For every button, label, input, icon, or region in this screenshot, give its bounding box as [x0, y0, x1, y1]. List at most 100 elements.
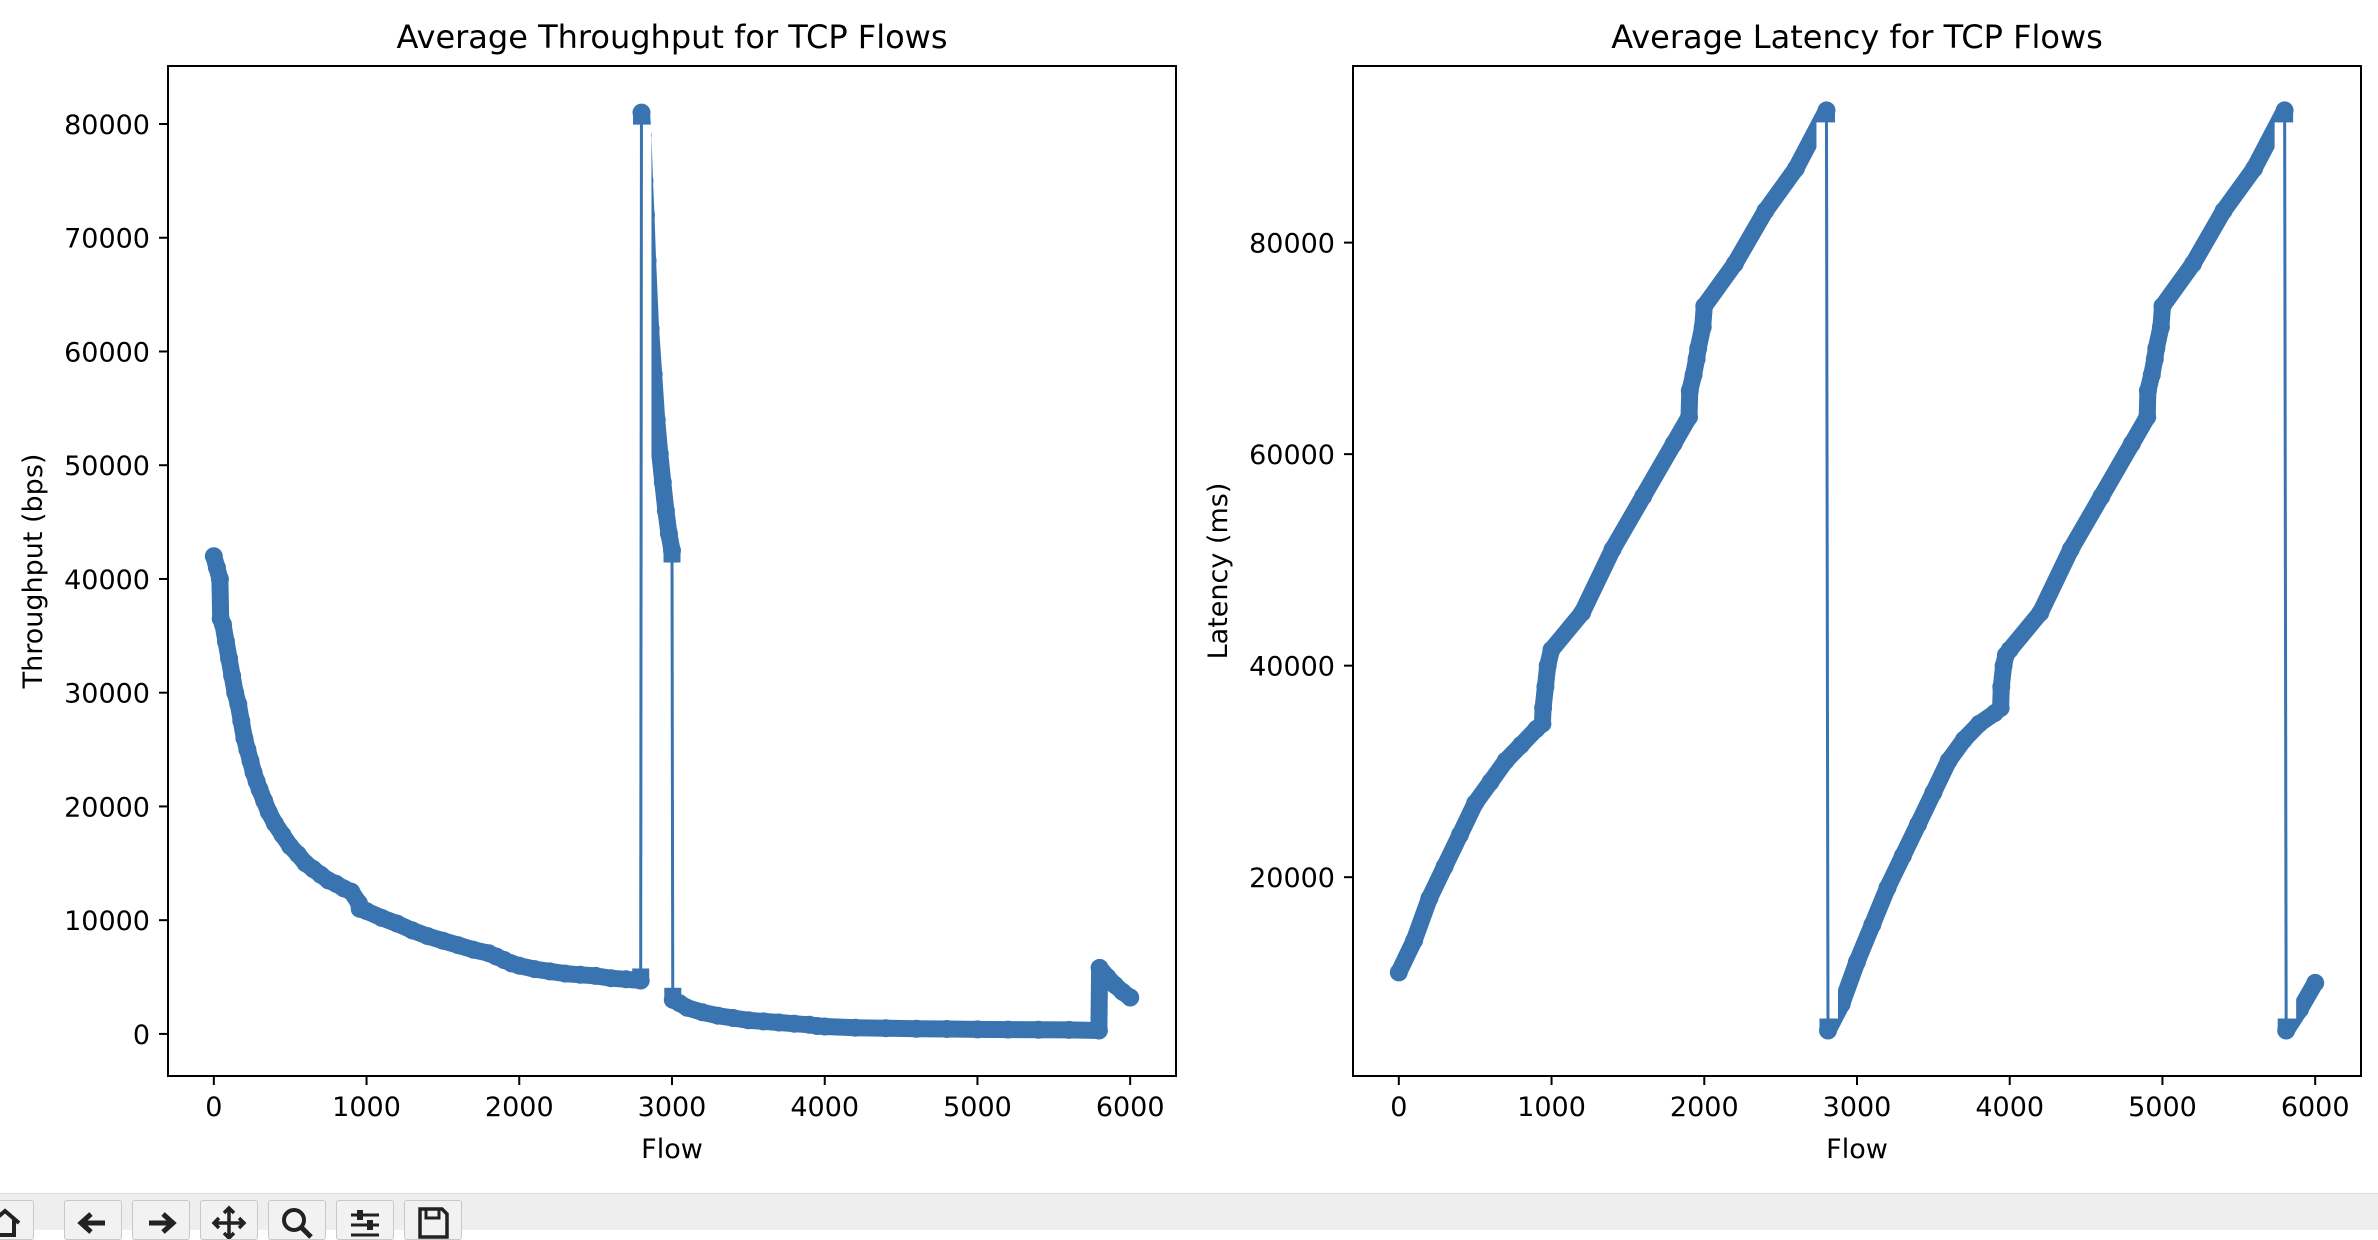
- data-point: [1893, 847, 1912, 865]
- home-button[interactable]: [0, 1200, 34, 1240]
- latency-chart: Average Latency for TCP Flows 0 1000 2000 3…: [1203, 18, 2362, 1165]
- data-point: [846, 1018, 865, 1037]
- data-point: [1405, 931, 1424, 950]
- y-tick-label: 70000: [64, 224, 150, 255]
- data-point: [1450, 825, 1469, 844]
- data-point: [556, 964, 575, 983]
- y-tick-label: 40000: [64, 565, 150, 596]
- configure-subplots-button[interactable]: [336, 1200, 394, 1240]
- data-point: [1664, 434, 1683, 453]
- x-tick-label: 3000: [638, 1092, 707, 1123]
- data-point: [229, 695, 248, 714]
- y-axis-label: Throughput (bps): [18, 454, 49, 690]
- data-point: [1573, 603, 1592, 622]
- x-tick-label: 4000: [1975, 1092, 2044, 1123]
- data-point: [769, 1013, 788, 1032]
- data-point: [1756, 201, 1775, 220]
- back-button[interactable]: [64, 1200, 122, 1240]
- y-tick-label: 20000: [1249, 863, 1335, 894]
- data-point: [357, 902, 376, 921]
- data-point: [2214, 201, 2233, 220]
- data-point: [601, 969, 620, 988]
- data-point: [1991, 699, 2010, 717]
- data-point: [1954, 730, 1973, 749]
- data-point: [2092, 487, 2111, 506]
- series-jump-line: [670, 550, 675, 1000]
- data-point: [1924, 783, 1943, 802]
- data-point: [785, 1014, 804, 1033]
- data-point: [1538, 656, 1557, 675]
- y-axis-ticks: 0 10000 20000 30000 40000 50000 60000 70000 8000…: [64, 110, 168, 1051]
- arrow-right-icon: [149, 1212, 177, 1234]
- x-tick-label: 2000: [485, 1092, 554, 1123]
- data-point: [724, 1009, 743, 1027]
- x-tick-label: 5000: [943, 1092, 1012, 1123]
- data-point: [1680, 381, 1699, 400]
- data-point: [1060, 1020, 1079, 1039]
- data-point: [1542, 640, 1561, 659]
- data-point: [754, 1012, 773, 1031]
- data-point: [449, 936, 468, 955]
- data-point: [2061, 540, 2080, 559]
- x-tick-label: 6000: [2281, 1092, 2350, 1123]
- data-point: [1420, 889, 1439, 908]
- y-tick-label: 0: [133, 1020, 150, 1051]
- data-point: [510, 956, 529, 975]
- data-point: [663, 541, 681, 560]
- data-point: [693, 1003, 712, 1022]
- data-point: [876, 1019, 895, 1038]
- y-tick-label: 60000: [64, 337, 150, 368]
- data-point: [1786, 159, 1805, 178]
- y-axis-label: Latency (ms): [1203, 483, 1234, 660]
- x-tick-label: 4000: [790, 1092, 859, 1123]
- data-point: [1534, 699, 1553, 717]
- y-axis-ticks: 20000 40000 60000 80000: [1249, 229, 1353, 894]
- data-point: [525, 960, 544, 979]
- axes-frame: [1352, 65, 2362, 1077]
- data-point: [403, 921, 422, 940]
- data-point: [617, 970, 636, 989]
- forward-button[interactable]: [132, 1200, 190, 1240]
- data-point: [540, 962, 559, 981]
- x-tick-label: 5000: [2128, 1092, 2197, 1123]
- data-point: [2153, 297, 2172, 316]
- series-group: [204, 103, 1140, 1040]
- data-point: [2245, 159, 2264, 178]
- data-point: [1863, 915, 1882, 934]
- y-tick-label: 40000: [1249, 652, 1335, 683]
- x-tick-label: 3000: [1823, 1092, 1892, 1123]
- plot-toolbar: [0, 1193, 2378, 1240]
- data-point: [1680, 408, 1698, 427]
- data-point: [1817, 101, 1836, 120]
- data-point: [678, 998, 697, 1017]
- data-point: [1878, 878, 1897, 897]
- zoom-button[interactable]: [268, 1200, 326, 1240]
- data-point: [464, 940, 483, 959]
- x-tick-label: 2000: [1670, 1092, 1739, 1123]
- sliders-icon: [351, 1210, 379, 1237]
- data-point: [220, 649, 239, 668]
- data-point: [214, 615, 232, 634]
- data-point: [586, 966, 605, 985]
- data-point: [2138, 381, 2157, 400]
- floppy-disk-icon: [418, 1207, 449, 1239]
- series-marker-band: [1390, 101, 2324, 1039]
- data-point: [968, 1020, 987, 1039]
- data-point: [388, 914, 407, 933]
- pan-button[interactable]: [200, 1200, 258, 1240]
- data-point: [2138, 408, 2157, 427]
- data-point: [571, 965, 590, 984]
- data-point: [1939, 751, 1958, 770]
- throughput-chart: Average Throughput for TCP Flows 0 1000 20…: [18, 18, 1177, 1165]
- magnifier-icon: [282, 1208, 313, 1239]
- data-point: [1909, 815, 1928, 834]
- y-tick-label: 80000: [1249, 229, 1335, 260]
- save-button[interactable]: [404, 1200, 462, 1240]
- data-point: [937, 1020, 956, 1038]
- data-point: [2275, 101, 2294, 120]
- y-tick-label: 30000: [64, 679, 150, 710]
- data-point: [1533, 714, 1552, 733]
- x-axis-label: Flow: [641, 1134, 703, 1165]
- y-tick-label: 20000: [64, 792, 150, 823]
- data-point: [232, 712, 251, 731]
